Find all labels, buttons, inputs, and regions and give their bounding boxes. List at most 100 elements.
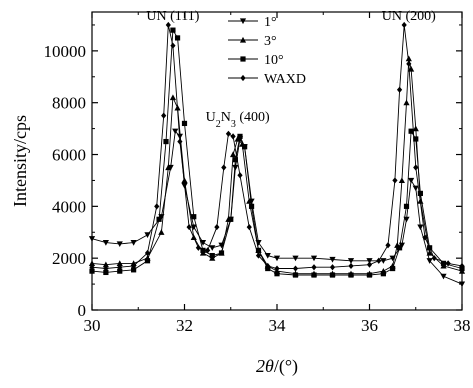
data-point-diamond	[131, 262, 137, 270]
data-point-square	[274, 271, 280, 277]
y-tick-label: 2000	[52, 249, 86, 268]
legend-item: 3°	[228, 34, 277, 49]
legend-item: 10°	[228, 53, 284, 68]
x-axis-label: 2θ/(°)	[256, 356, 298, 377]
data-point-square	[396, 245, 403, 251]
x-axis-label-unit: /(°)	[274, 356, 298, 377]
data-point-triangle-up	[229, 151, 237, 158]
data-point-square	[237, 133, 243, 139]
data-point-square	[403, 203, 410, 209]
data-point-square	[255, 247, 262, 253]
data-point-square	[390, 265, 396, 272]
data-point-diamond	[221, 164, 227, 171]
series-layer	[88, 21, 466, 288]
data-point-diamond	[89, 264, 95, 271]
data-point-triangle-down	[209, 245, 216, 251]
annotation-layer: UN (111) U2N3 (400) UN (200)	[146, 9, 436, 130]
data-point-square	[117, 268, 123, 274]
data-point-diamond	[230, 133, 236, 140]
data-point-diamond	[459, 262, 465, 270]
data-point-diamond	[240, 74, 246, 82]
data-point-square	[218, 250, 225, 256]
data-point-square	[348, 272, 354, 278]
series-1	[88, 128, 466, 288]
data-point-triangle-down	[440, 273, 447, 280]
data-point-square	[144, 258, 151, 264]
x-tick-label: 34	[269, 316, 287, 335]
data-point-square	[248, 203, 255, 209]
data-point-diamond	[117, 264, 123, 271]
y-axis-label: Intensity/cps	[10, 115, 30, 207]
legend-label: WAXD	[264, 72, 306, 87]
x-tick-label: 36	[361, 316, 378, 335]
legend-label: 3°	[264, 34, 277, 49]
data-point-triangle-down	[199, 240, 207, 246]
data-point-diamond	[205, 247, 211, 254]
data-point-triangle-down	[144, 232, 151, 238]
data-point-triangle-up	[239, 36, 247, 43]
data-point-square	[366, 272, 373, 278]
data-point-square	[311, 272, 317, 278]
data-point-diamond	[406, 60, 412, 67]
data-point-diamond	[431, 255, 437, 262]
data-point-diamond	[170, 42, 176, 49]
series-line	[91, 58, 463, 275]
data-point-triangle-down	[232, 164, 239, 171]
data-point-triangle-up	[403, 99, 410, 106]
data-point-diamond	[225, 130, 232, 137]
data-point-diamond	[177, 138, 183, 145]
legend-label: 10°	[264, 53, 284, 68]
x-axis-label-symbol: 2θ	[256, 356, 274, 376]
data-point-square	[89, 268, 95, 274]
data-point-triangle-down	[417, 224, 424, 231]
series-line	[91, 24, 463, 269]
data-point-triangle-down	[102, 240, 109, 246]
data-point-diamond	[274, 265, 280, 272]
data-point-diamond	[311, 264, 317, 271]
y-tick-label: 4000	[52, 197, 86, 216]
data-point-square	[408, 128, 414, 134]
data-point-triangle-down	[239, 18, 247, 25]
data-point-diamond	[165, 21, 171, 29]
data-point-triangle-down	[458, 281, 466, 288]
data-point-triangle-up	[412, 125, 419, 132]
data-point-diamond	[329, 264, 336, 271]
legend-item: 1°	[228, 15, 277, 30]
data-point-triangle-down	[310, 255, 318, 262]
data-point-diamond	[186, 223, 192, 231]
data-point-triangle-up	[116, 260, 123, 266]
data-point-square	[163, 138, 169, 145]
data-point-square	[292, 272, 299, 278]
y-tick-label: 10000	[44, 42, 87, 61]
data-point-triangle-down	[172, 128, 179, 135]
series-4	[89, 21, 465, 272]
axis-ticks: 30 32 34 36 38 0 2000 4000 6000 8000 10000	[44, 12, 471, 335]
data-point-diamond	[144, 249, 151, 257]
data-point-diamond	[237, 172, 243, 179]
data-point-triangle-down	[366, 258, 373, 264]
data-point-triangle-up	[169, 94, 177, 101]
y-tick-label: 0	[78, 301, 87, 320]
data-point-triangle-down	[412, 185, 419, 192]
data-point-diamond	[366, 261, 373, 268]
data-point-triangle-up	[398, 177, 405, 184]
data-point-diamond	[246, 223, 252, 231]
data-point-square	[209, 252, 215, 259]
data-point-square	[440, 260, 447, 266]
data-point-diamond	[214, 223, 220, 231]
data-point-diamond	[376, 257, 382, 264]
data-point-triangle-down	[380, 258, 387, 264]
data-point-square	[242, 144, 248, 150]
peak-label-1: UN (111)	[146, 9, 199, 24]
data-point-square	[240, 56, 246, 62]
data-point-square	[380, 271, 386, 277]
peak-label-3: UN (200)	[382, 9, 436, 24]
series-3	[89, 27, 465, 278]
data-point-square	[417, 190, 423, 196]
data-point-square	[191, 214, 197, 220]
data-point-square	[232, 157, 238, 163]
data-point-triangle-down	[292, 255, 299, 262]
data-point-diamond	[348, 262, 354, 270]
